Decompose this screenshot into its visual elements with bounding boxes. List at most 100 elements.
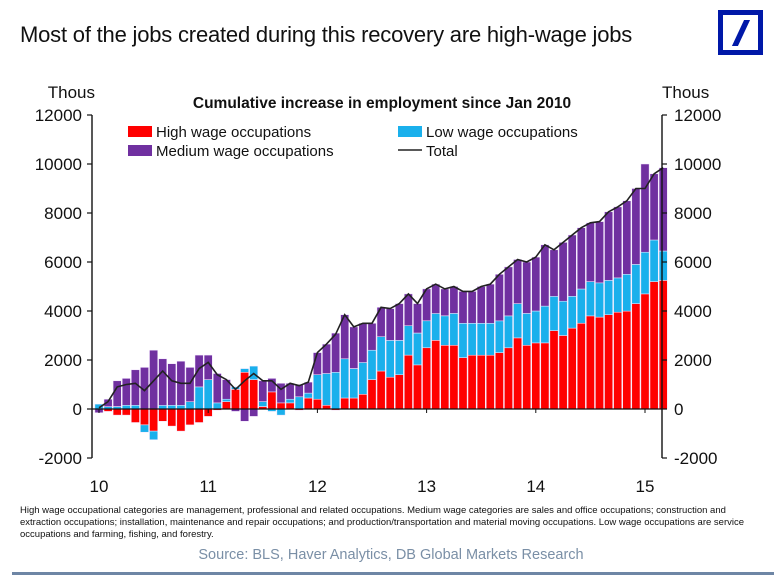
bar-high-55 xyxy=(595,316,604,410)
bar-high-30 xyxy=(367,379,377,410)
bar-high-41 xyxy=(467,354,477,410)
bar-medium-10 xyxy=(185,367,195,402)
bar-low-12 xyxy=(203,379,213,410)
y-axis-unit-left: Thous xyxy=(48,83,95,102)
bar-high-29 xyxy=(358,394,368,410)
bar-high-19 xyxy=(267,391,277,410)
bar-low-47 xyxy=(522,313,532,346)
bar-high-2 xyxy=(112,408,122,416)
bar-medium-25 xyxy=(322,343,331,374)
legend-swatch xyxy=(128,145,152,156)
bar-high-34 xyxy=(404,354,413,410)
bar-medium-4 xyxy=(131,369,140,406)
bar-medium-49 xyxy=(540,244,550,307)
bar-medium-8 xyxy=(167,363,177,406)
bar-low-18 xyxy=(258,401,268,407)
y-tick-label-left: -2000 xyxy=(39,449,82,468)
y-tick-label-right: 6000 xyxy=(674,253,712,272)
bar-medium-3 xyxy=(121,378,131,406)
bar-medium-26 xyxy=(331,332,340,373)
bar-low-25 xyxy=(322,373,331,406)
bar-low-39 xyxy=(449,313,459,346)
bar-medium-41 xyxy=(467,291,477,324)
bar-medium-42 xyxy=(476,286,486,324)
bar-low-6 xyxy=(149,430,158,440)
y-tick-label-left: 4000 xyxy=(44,302,82,321)
bar-low-46 xyxy=(513,303,522,339)
bar-medium-55 xyxy=(595,221,604,284)
bar-low-49 xyxy=(540,305,550,344)
bar-medium-52 xyxy=(567,234,577,297)
bar-medium-62 xyxy=(658,167,668,252)
y-tick-label-right: 0 xyxy=(674,400,683,419)
x-tick-label: 11 xyxy=(199,477,217,496)
bar-medium-60 xyxy=(640,163,650,253)
y-tick-label-left: 10000 xyxy=(35,155,82,174)
bar-low-35 xyxy=(413,332,422,366)
bar-high-37 xyxy=(431,340,441,410)
legend-label: Total xyxy=(426,143,458,160)
bar-medium-6 xyxy=(149,349,158,410)
bar-high-54 xyxy=(586,315,595,410)
legend-label: Medium wage occupations xyxy=(156,143,334,160)
bar-low-55 xyxy=(595,282,604,318)
bar-high-4 xyxy=(131,408,140,423)
bottom-rule xyxy=(12,572,774,575)
bar-low-26 xyxy=(331,372,340,410)
bar-high-58 xyxy=(622,310,632,410)
y-tick-label-right: 10000 xyxy=(674,155,721,174)
bar-medium-51 xyxy=(558,242,568,302)
bar-medium-13 xyxy=(212,373,222,404)
bar-medium-53 xyxy=(576,227,586,290)
bar-low-50 xyxy=(549,296,559,331)
bar-high-48 xyxy=(531,342,541,410)
bar-medium-34 xyxy=(404,293,413,326)
bar-low-58 xyxy=(622,274,632,312)
bar-medium-1 xyxy=(103,398,113,407)
bar-low-36 xyxy=(422,320,431,348)
x-tick-label: 14 xyxy=(526,477,545,496)
bar-medium-59 xyxy=(631,188,641,265)
footnote: High wage occupational categories are ma… xyxy=(20,505,745,540)
bar-medium-50 xyxy=(549,249,559,297)
bar-medium-48 xyxy=(531,256,541,312)
source-note: Source: BLS, Haver Analytics, DB Global … xyxy=(198,547,584,563)
bar-high-62 xyxy=(658,280,668,410)
bar-low-22 xyxy=(294,396,304,410)
bar-medium-38 xyxy=(440,288,450,317)
bar-high-24 xyxy=(313,398,322,410)
bar-low-31 xyxy=(376,336,386,372)
bar-low-23 xyxy=(303,392,313,399)
bar-low-51 xyxy=(558,300,568,336)
bar-medium-11 xyxy=(194,354,204,388)
bar-medium-57 xyxy=(613,206,623,279)
bar-medium-58 xyxy=(622,200,632,275)
bar-high-47 xyxy=(522,345,532,410)
bar-high-61 xyxy=(649,281,659,410)
bar-high-23 xyxy=(303,397,313,410)
bar-high-50 xyxy=(549,330,559,410)
bar-high-60 xyxy=(640,293,650,410)
y-tick-label-right: -2000 xyxy=(674,449,717,468)
bar-low-53 xyxy=(576,288,586,324)
bar-medium-43 xyxy=(485,283,495,324)
bar-low-61 xyxy=(649,239,659,282)
bar-medium-30 xyxy=(367,323,377,351)
bar-low-41 xyxy=(467,323,477,356)
y-axis-unit-right: Thous xyxy=(662,83,709,102)
bar-low-62 xyxy=(658,250,668,281)
bar-low-5 xyxy=(140,424,149,433)
bar-low-11 xyxy=(194,386,204,410)
bar-medium-2 xyxy=(112,380,122,407)
bar-high-31 xyxy=(376,370,386,410)
bar-high-14 xyxy=(222,401,231,410)
bar-high-39 xyxy=(449,345,459,410)
bar-high-57 xyxy=(613,311,623,410)
chart: Cumulative increase in employment since … xyxy=(35,83,722,496)
y-tick-label-left: 8000 xyxy=(44,204,82,223)
bar-medium-37 xyxy=(431,283,441,314)
bar-low-21 xyxy=(285,398,295,404)
y-tick-label-right: 2000 xyxy=(674,351,712,370)
bar-low-54 xyxy=(586,281,595,317)
